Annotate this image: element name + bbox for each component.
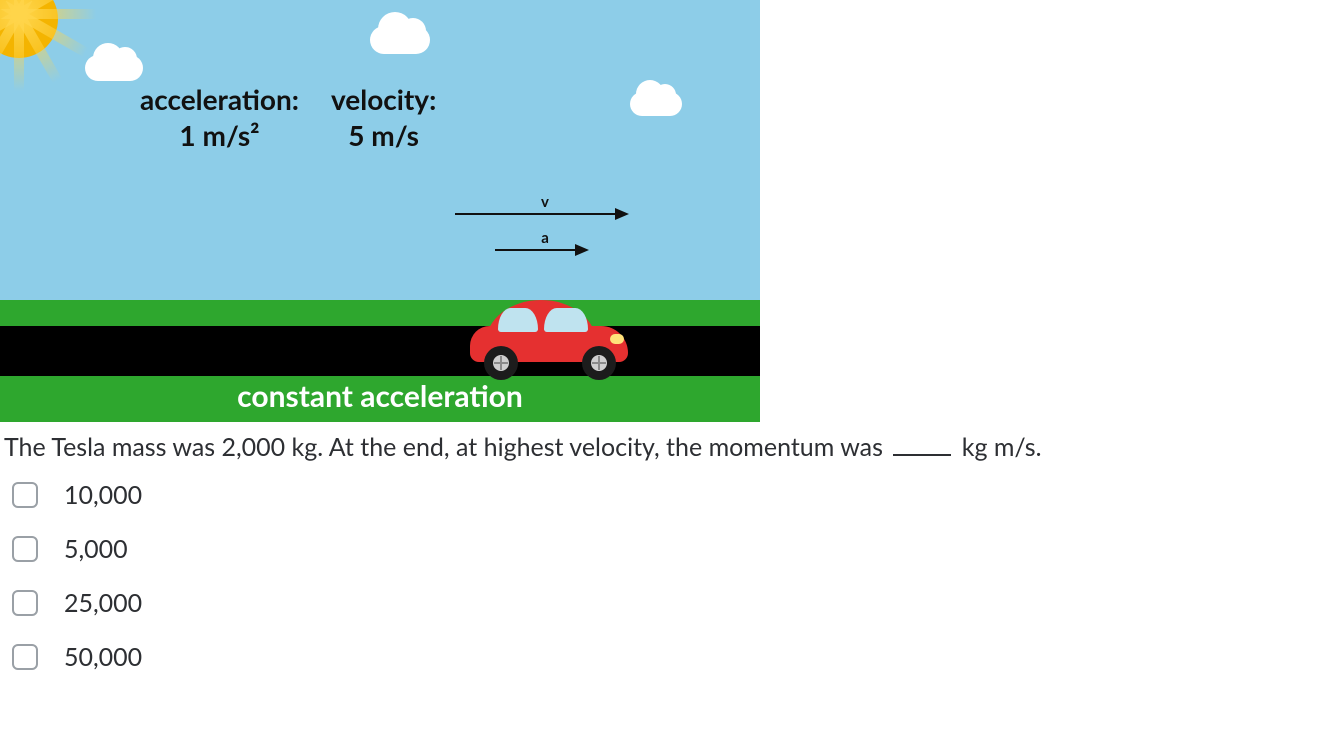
illustration: acceleration: 1 m/s² velocity: 5 m/s v a — [0, 0, 760, 422]
acceleration-key: acceleration: — [140, 82, 299, 116]
road — [0, 326, 760, 376]
vector-arrows: v a — [455, 195, 635, 267]
cloud-icon — [85, 55, 143, 81]
checkbox[interactable] — [12, 590, 38, 616]
cloud-icon — [370, 26, 430, 54]
option-label: 10,000 — [64, 480, 142, 510]
option-label: 5,000 — [64, 534, 128, 564]
answer-option[interactable]: 5,000 — [12, 534, 1326, 564]
acceleration-vector: a — [455, 231, 635, 257]
velocity-vector-label: v — [541, 193, 549, 211]
car-icon — [470, 298, 628, 376]
answer-option[interactable]: 25,000 — [12, 588, 1326, 618]
fill-in-blank — [893, 454, 951, 456]
option-label: 50,000 — [64, 642, 142, 672]
physics-labels: acceleration: 1 m/s² velocity: 5 m/s — [140, 82, 436, 152]
velocity-vector: v — [455, 195, 635, 221]
cloud-icon — [630, 92, 682, 116]
checkbox[interactable] — [12, 644, 38, 670]
velocity-label: velocity: 5 m/s — [331, 82, 436, 152]
velocity-key: velocity: — [331, 82, 436, 116]
illustration-caption: constant acceleration — [0, 378, 760, 414]
checkbox[interactable] — [12, 482, 38, 508]
checkbox[interactable] — [12, 536, 38, 562]
question-text-before: The Tesla mass was 2,000 kg. At the end,… — [4, 432, 883, 462]
acceleration-vector-label: a — [541, 229, 549, 247]
acceleration-label: acceleration: 1 m/s² — [140, 82, 299, 152]
velocity-value: 5 m/s — [331, 118, 436, 152]
answer-option[interactable]: 10,000 — [12, 480, 1326, 510]
question-text: The Tesla mass was 2,000 kg. At the end,… — [0, 432, 1326, 462]
question-text-after: kg m/s. — [962, 432, 1042, 462]
answer-option[interactable]: 50,000 — [12, 642, 1326, 672]
answer-options: 10,000 5,000 25,000 50,000 — [0, 480, 1326, 672]
option-label: 25,000 — [64, 588, 142, 618]
acceleration-value: 1 m/s² — [140, 118, 299, 152]
quiz-container: acceleration: 1 m/s² velocity: 5 m/s v a — [0, 0, 1326, 672]
